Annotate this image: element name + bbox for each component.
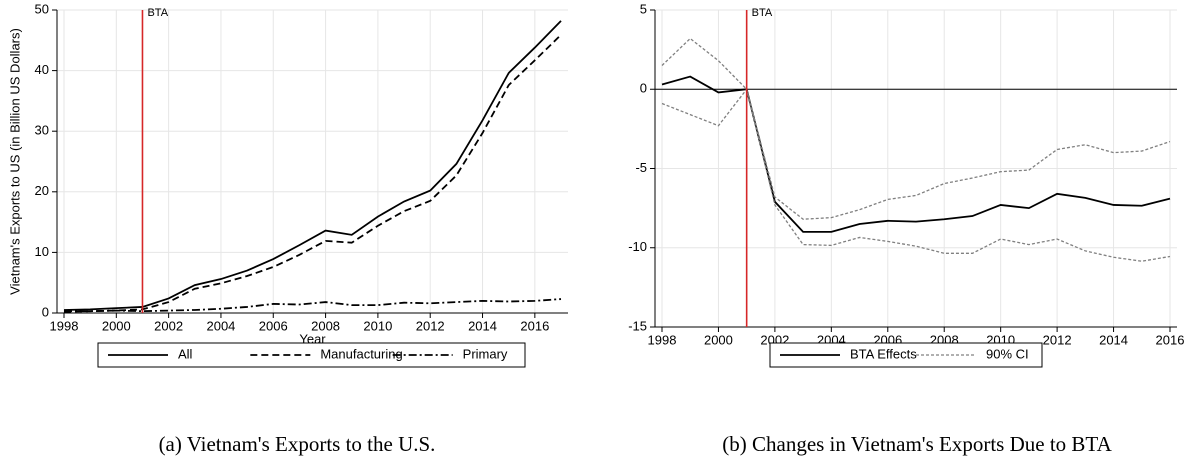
y-tick-label: 20	[35, 183, 49, 198]
y-tick-label: 40	[35, 62, 49, 77]
x-tick-label: 2016	[520, 318, 549, 333]
y-tick-label: -15	[628, 318, 647, 333]
x-tick-label: 2014	[468, 318, 497, 333]
legend-label: All	[178, 346, 193, 361]
series-line	[661, 75, 1171, 233]
y-tick-label: 5	[640, 1, 647, 16]
legend-box	[97, 342, 526, 368]
series-line	[661, 37, 1171, 220]
series-line	[64, 298, 562, 313]
chart: 0 10 20 30 40 50 1998 2000 2002 2004 2006 2008 2010 2…	[7, 1, 568, 456]
y-tick-label: 10	[35, 244, 49, 259]
y-tick-label: -5	[635, 160, 647, 175]
legend-label: Manufacturing	[320, 346, 402, 361]
caption: (b) Changes in Vietnam's Exports Due to …	[722, 432, 1112, 456]
legend-label: BTA Effects	[850, 346, 917, 361]
series-line	[63, 20, 562, 311]
series-line	[661, 87, 1171, 262]
y-tick-label: -10	[628, 239, 647, 254]
x-tick-label: 2010	[363, 318, 392, 333]
x-tick-label: 2016	[1156, 332, 1185, 347]
x-tick-label: 2014	[1099, 332, 1128, 347]
x-tick-label: 2002	[154, 318, 183, 333]
legend-label: Primary	[463, 346, 508, 361]
x-tick-label: 2000	[704, 332, 733, 347]
x-tick-label: 2008	[311, 318, 340, 333]
y-tick-label: 0	[42, 304, 49, 319]
y-axis-label: Vietnam's Exports to US (in Billion US D…	[7, 28, 22, 295]
x-tick-label: 2012	[1043, 332, 1072, 347]
series-line	[63, 34, 562, 313]
y-tick-label: 30	[35, 123, 49, 138]
legend-label: 90% CI	[986, 346, 1029, 361]
reference-label: BTA	[752, 7, 773, 19]
x-tick-label: 2012	[416, 318, 445, 333]
y-tick-label: 50	[35, 1, 49, 16]
reference-label: BTA	[147, 7, 168, 19]
x-tick-label: 1998	[648, 332, 677, 347]
caption: (a) Vietnam's Exports to the U.S.	[159, 432, 436, 456]
x-tick-label: 2004	[206, 318, 235, 333]
y-tick-label: 0	[640, 81, 647, 96]
x-tick-label: 2000	[102, 318, 131, 333]
x-tick-label: 1998	[50, 318, 79, 333]
x-tick-label: 2006	[259, 318, 288, 333]
